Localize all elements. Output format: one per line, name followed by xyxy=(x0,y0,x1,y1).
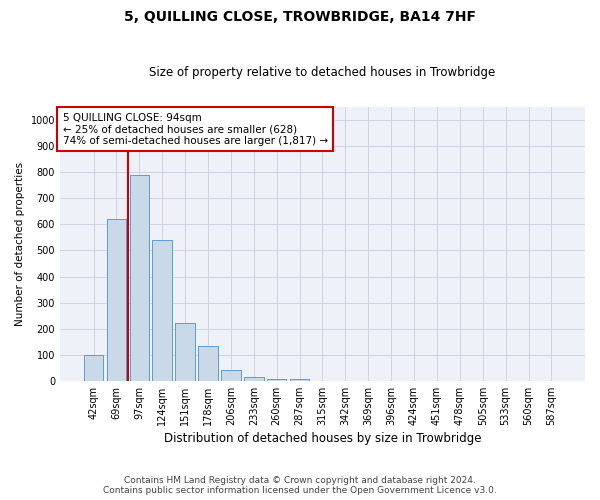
Text: 5, QUILLING CLOSE, TROWBRIDGE, BA14 7HF: 5, QUILLING CLOSE, TROWBRIDGE, BA14 7HF xyxy=(124,10,476,24)
Bar xyxy=(175,324,195,381)
Bar xyxy=(267,378,286,381)
Bar xyxy=(152,240,172,381)
Bar xyxy=(290,378,309,381)
Bar xyxy=(84,354,103,381)
Bar xyxy=(198,346,218,381)
Text: 5 QUILLING CLOSE: 94sqm
← 25% of detached houses are smaller (628)
74% of semi-d: 5 QUILLING CLOSE: 94sqm ← 25% of detache… xyxy=(62,112,328,146)
Title: Size of property relative to detached houses in Trowbridge: Size of property relative to detached ho… xyxy=(149,66,496,80)
Bar xyxy=(221,370,241,381)
Bar xyxy=(130,175,149,381)
Bar xyxy=(107,219,126,381)
Y-axis label: Number of detached properties: Number of detached properties xyxy=(15,162,25,326)
X-axis label: Distribution of detached houses by size in Trowbridge: Distribution of detached houses by size … xyxy=(164,432,481,445)
Text: Contains HM Land Registry data © Crown copyright and database right 2024.
Contai: Contains HM Land Registry data © Crown c… xyxy=(103,476,497,495)
Bar xyxy=(244,377,263,381)
